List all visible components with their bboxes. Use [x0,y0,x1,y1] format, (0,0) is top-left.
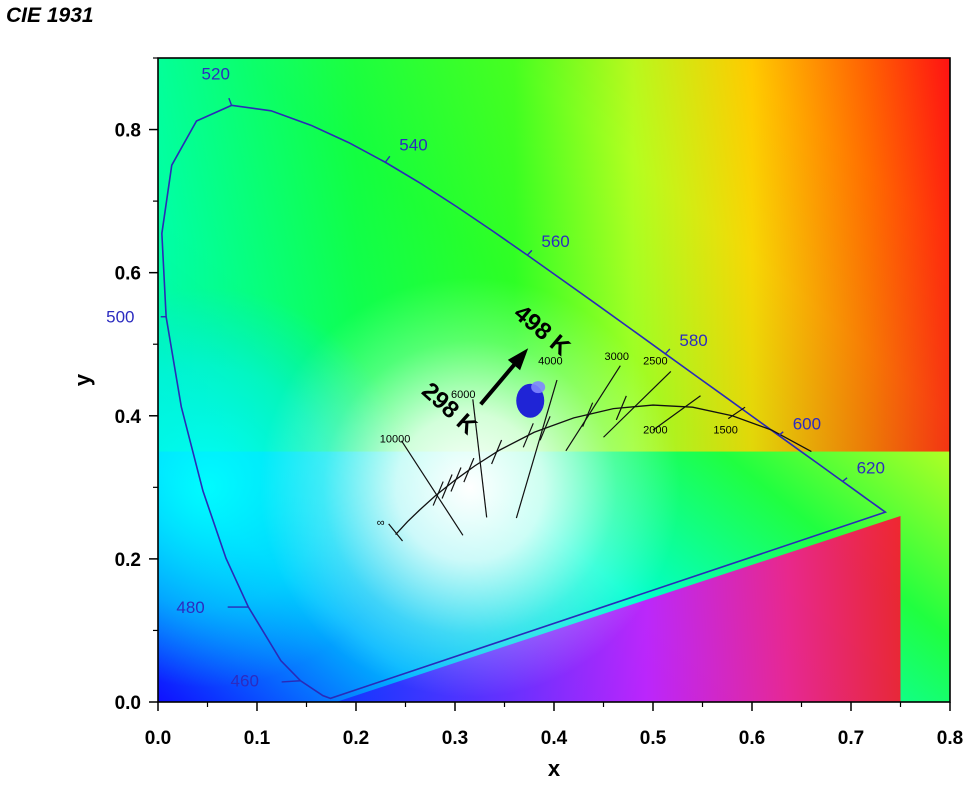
y-axis-title: y [70,373,95,386]
wavelength-tick [384,155,391,163]
wavelength-tick [664,348,671,355]
isotherm-line [401,440,464,536]
wavelength-label: 620 [857,458,885,477]
wavelength-label: 540 [399,135,427,154]
x-tick-label: 0.0 [145,728,171,749]
y-tick-label: 0.0 [115,693,141,714]
cct-label: 10000 [380,433,411,445]
cct-label: 3000 [604,351,628,363]
shift-arrow-head [507,348,529,371]
isotherm-tick [450,467,462,492]
planckian-locus [395,404,812,536]
cct-label: ∞ [377,517,385,529]
y-tick-label: 0.2 [115,550,141,571]
wavelength-label: 560 [541,232,569,251]
wavelength-label: 500 [106,308,134,327]
cct-label: 2000 [643,425,667,437]
isotherm-line [472,399,488,518]
wavelength-label: 600 [793,414,821,433]
isotherm-line [727,406,746,420]
x-tick-label: 0.3 [442,728,468,749]
wavelength-tick [281,680,301,683]
isotherm-tick [463,457,475,483]
cct-label: 4000 [538,355,562,367]
wavelength-tick [526,249,533,256]
gamut-white-point [158,58,950,702]
isotherm-tick [522,423,534,448]
x-tick-label: 0.2 [343,728,369,749]
isotherm-tick [491,439,503,465]
x-tick-label: 0.8 [937,728,963,749]
wavelength-tick [778,431,784,437]
x-tick-label: 0.5 [640,728,667,749]
spectral-locus [161,104,888,700]
data-point-498K [531,381,546,394]
isotherm-line [652,395,701,431]
isotherm-tick [582,402,594,427]
isotherm-line [388,523,403,542]
isotherm-tick [441,474,453,499]
isotherm-tick [615,395,627,421]
wavelength-label: 460 [231,672,259,691]
isotherm-line [565,365,621,452]
cct-label: 6000 [451,389,475,401]
wavelength-tick [842,477,848,482]
x-tick-label: 0.7 [838,728,864,749]
isotherm-tick [432,481,444,506]
isotherm-line [515,379,558,519]
wavelength-label: 480 [176,598,204,617]
wavelength-label: 520 [202,64,230,83]
isotherm-line [603,370,672,438]
x-tick-label: 0.4 [541,728,568,749]
y-tick-label: 0.6 [115,264,141,285]
y-tick-label: 0.8 [115,121,141,142]
wavelength-label: 580 [679,331,707,350]
cct-label: 1500 [713,425,737,437]
wavelength-tick [228,97,233,106]
cct-label: 2500 [643,355,667,367]
isotherm-tick [539,416,551,441]
x-axis-title: x [548,756,561,781]
chart-title: CIE 1931 [6,4,94,27]
x-tick-label: 0.6 [739,728,765,749]
y-tick-label: 0.4 [115,407,142,428]
x-tick-label: 0.1 [244,728,271,749]
